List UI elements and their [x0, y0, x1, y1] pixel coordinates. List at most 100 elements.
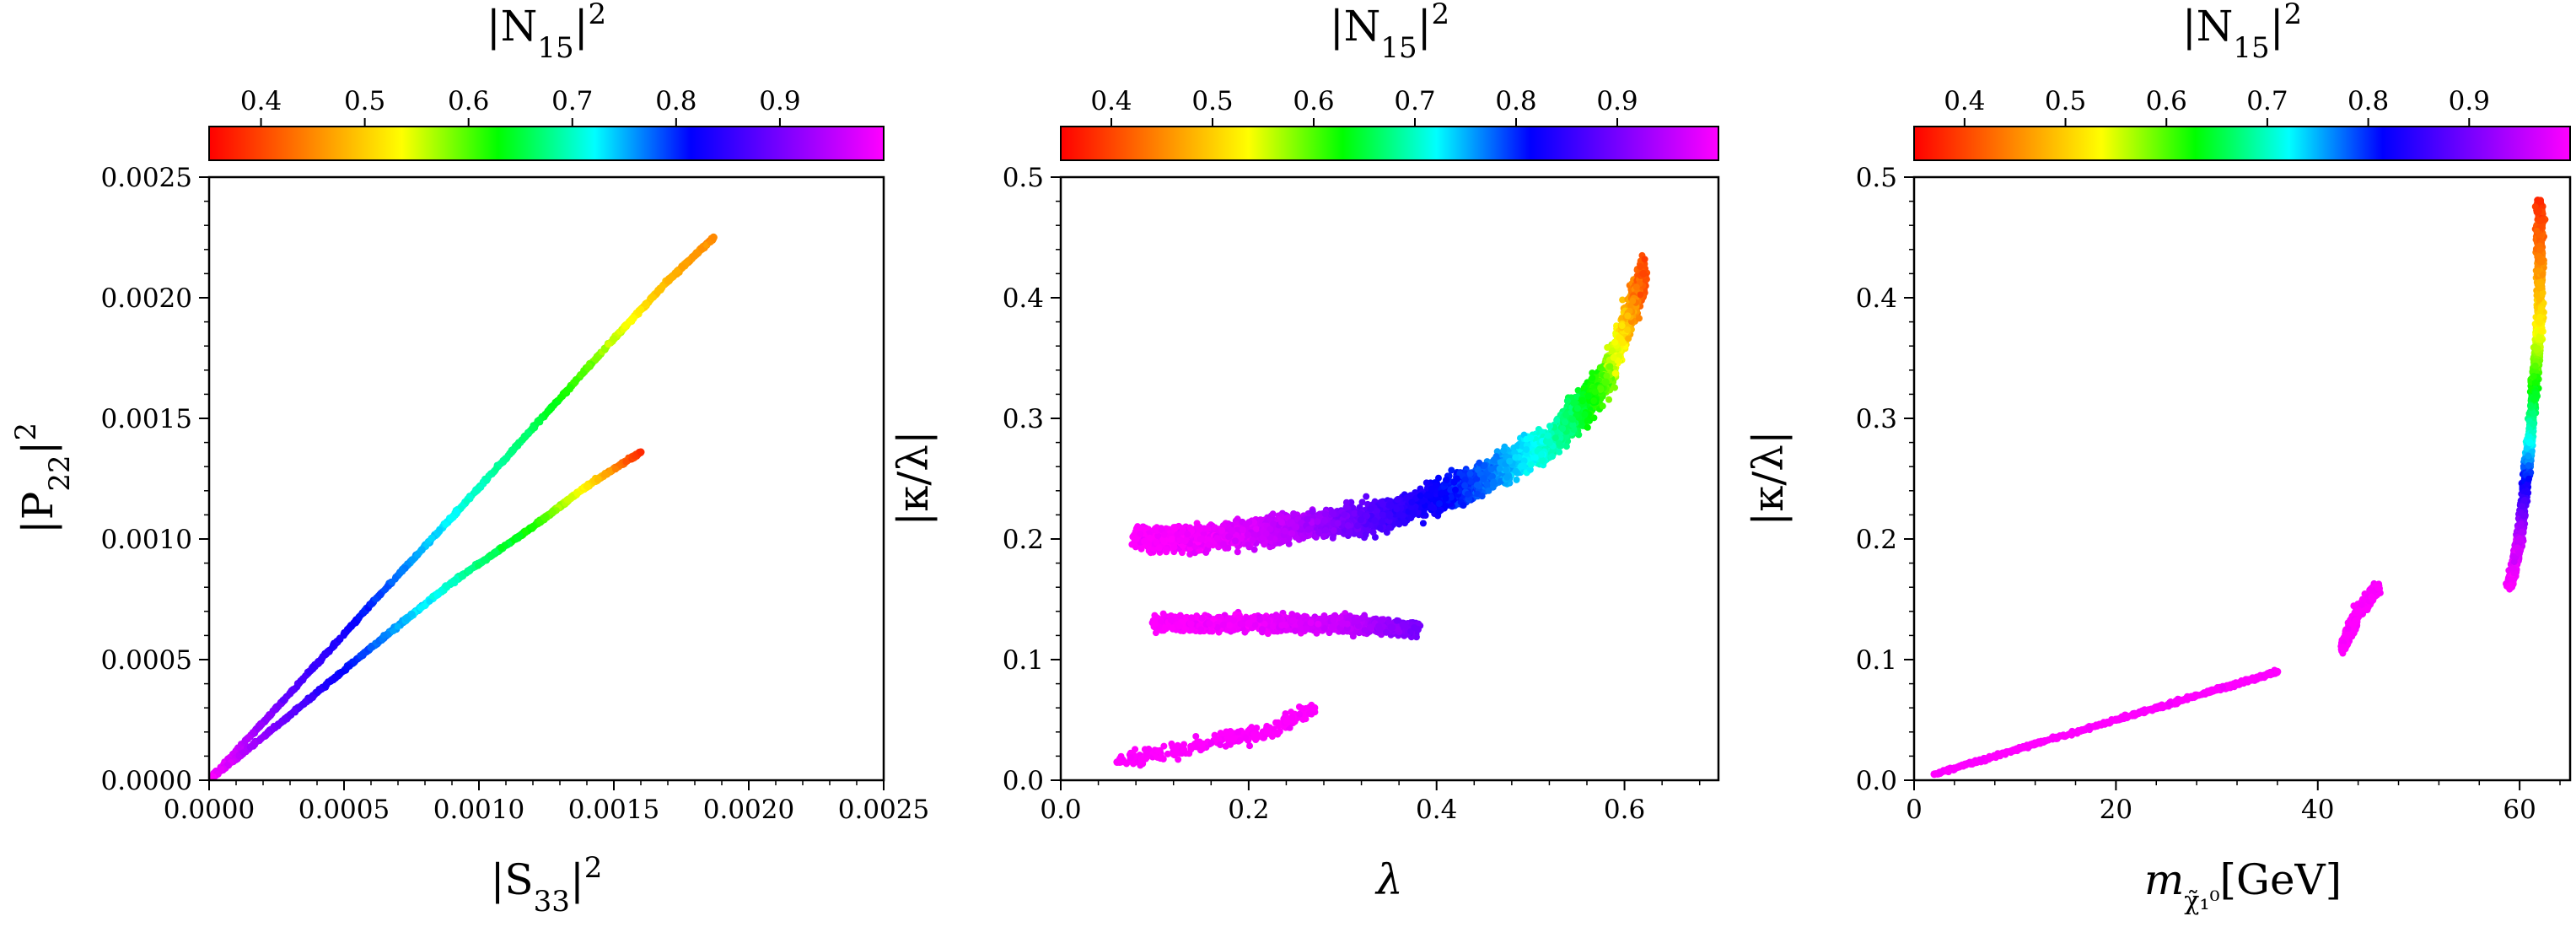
scatter-point — [309, 665, 317, 672]
panel-2: |N15|2 0.4 0.5 0.6 0.7 0.8 0.9 0.0 0.2 0.4 0.60.… — [889, 0, 1720, 904]
scatter-point — [600, 471, 608, 478]
scatter-point — [492, 548, 499, 556]
scatter-point — [573, 376, 580, 384]
scatter-point — [487, 552, 495, 560]
scatter-point — [567, 384, 574, 391]
scatter-point — [648, 294, 656, 301]
scatter-point — [465, 567, 472, 574]
colorbar-tick-label: 0.7 — [551, 86, 593, 116]
colorbar-tick-label: 0.8 — [1495, 86, 1536, 116]
scatter-point — [239, 749, 247, 757]
scatter-point — [611, 466, 619, 473]
scatter-point — [594, 475, 602, 482]
scatter-point — [332, 674, 340, 682]
scatter-point — [583, 482, 591, 490]
scatter-point — [563, 496, 571, 504]
scatter-point — [600, 345, 608, 353]
scatter-point — [299, 701, 307, 709]
colorbar-tick-label: 0.5 — [1191, 86, 1233, 116]
colorbar-gradient — [208, 126, 885, 161]
scatter-point — [218, 766, 225, 773]
colorbar-1: |N15|2 0.4 0.5 0.6 0.7 0.8 0.9 — [208, 0, 885, 161]
scatter-point — [380, 586, 388, 594]
scatter-point — [315, 660, 323, 667]
panel-1: |N15|2 0.4 0.5 0.6 0.7 0.8 0.9 0.0000 0.0005 0.… — [9, 0, 929, 919]
colorbar-tick-label: 0.6 — [448, 86, 489, 116]
plot-frame — [207, 175, 885, 782]
scatter-point — [297, 678, 304, 686]
scatter-point — [343, 664, 351, 671]
scatter-point — [1250, 546, 1258, 553]
scatter-point — [529, 523, 537, 531]
scatter-point — [404, 614, 411, 622]
scatter-point — [453, 508, 460, 515]
scatter-point — [549, 402, 557, 409]
scatter-point — [286, 689, 294, 698]
scatter-point — [458, 573, 465, 580]
scatter-point — [443, 583, 450, 590]
scatter-point — [579, 369, 587, 377]
scatter-point — [390, 628, 397, 635]
scatter-point — [448, 578, 456, 586]
scatter-point — [448, 513, 456, 521]
scatter-point — [286, 711, 294, 720]
scatter-point — [314, 688, 321, 696]
scatter-point — [622, 458, 630, 466]
scatter-point — [535, 416, 543, 423]
scatter-point — [258, 735, 266, 742]
y-tick-label: 0.0025 — [101, 163, 192, 193]
scatter-point — [336, 634, 344, 642]
colorbar-tick-label: 0.4 — [1090, 86, 1132, 116]
colorbar-tick-label: 0.4 — [240, 86, 282, 116]
colorbar-title: |N15|2 — [1330, 0, 1449, 65]
y-tick-label: 0.0000 — [101, 766, 192, 796]
colorbar-tick-label: 0.5 — [344, 86, 385, 116]
scatter-point — [562, 389, 569, 396]
scatter-point — [249, 729, 256, 736]
x-tick-label: 0.0005 — [298, 795, 390, 825]
scatter-point — [521, 527, 529, 535]
scatter-point — [414, 551, 422, 558]
scatter-point — [463, 498, 471, 505]
scatter-point — [275, 703, 282, 710]
scatter-point — [621, 322, 629, 330]
colorbar-tick-label: 0.9 — [759, 86, 800, 116]
scatter-point — [541, 514, 549, 521]
scatter-point — [516, 531, 524, 539]
scatter-point — [279, 696, 287, 703]
scatter-point — [264, 729, 272, 736]
scatter-point — [371, 596, 379, 603]
scatter-point — [475, 562, 482, 569]
scatter-point — [258, 721, 266, 729]
colorbar-tick-label: 0.8 — [655, 86, 696, 116]
scatter-point — [679, 263, 686, 271]
scatter-point — [497, 544, 505, 552]
scatter-point — [321, 682, 329, 689]
scatter-point — [694, 250, 702, 257]
scatter-point — [672, 269, 680, 277]
scatter-point — [606, 467, 614, 475]
scatter-point — [1448, 466, 1455, 474]
scatter-point — [480, 557, 487, 564]
x-tick-label: 0.0000 — [164, 795, 255, 825]
scatter-point — [514, 439, 522, 447]
scatter-point — [635, 306, 643, 314]
scatter-point — [1285, 540, 1293, 547]
scatter-point — [529, 423, 537, 432]
scatter-point — [359, 651, 367, 659]
scatter-point — [418, 546, 426, 553]
scatter-point — [474, 486, 481, 493]
scatter-point — [241, 737, 249, 745]
scatter-point — [319, 654, 326, 661]
y-tick-label: 0.0005 — [101, 645, 192, 676]
scatter-point — [277, 720, 285, 727]
scatter-point — [1619, 296, 1627, 304]
scatter-point — [433, 591, 441, 599]
scatter-point — [399, 568, 406, 575]
scatter-point — [367, 644, 375, 652]
scatter-point — [341, 629, 348, 637]
y-tick-label: 0.0015 — [101, 404, 192, 434]
colorbar-tick-label: 0.7 — [1394, 86, 1435, 116]
scatter-point — [659, 283, 666, 290]
